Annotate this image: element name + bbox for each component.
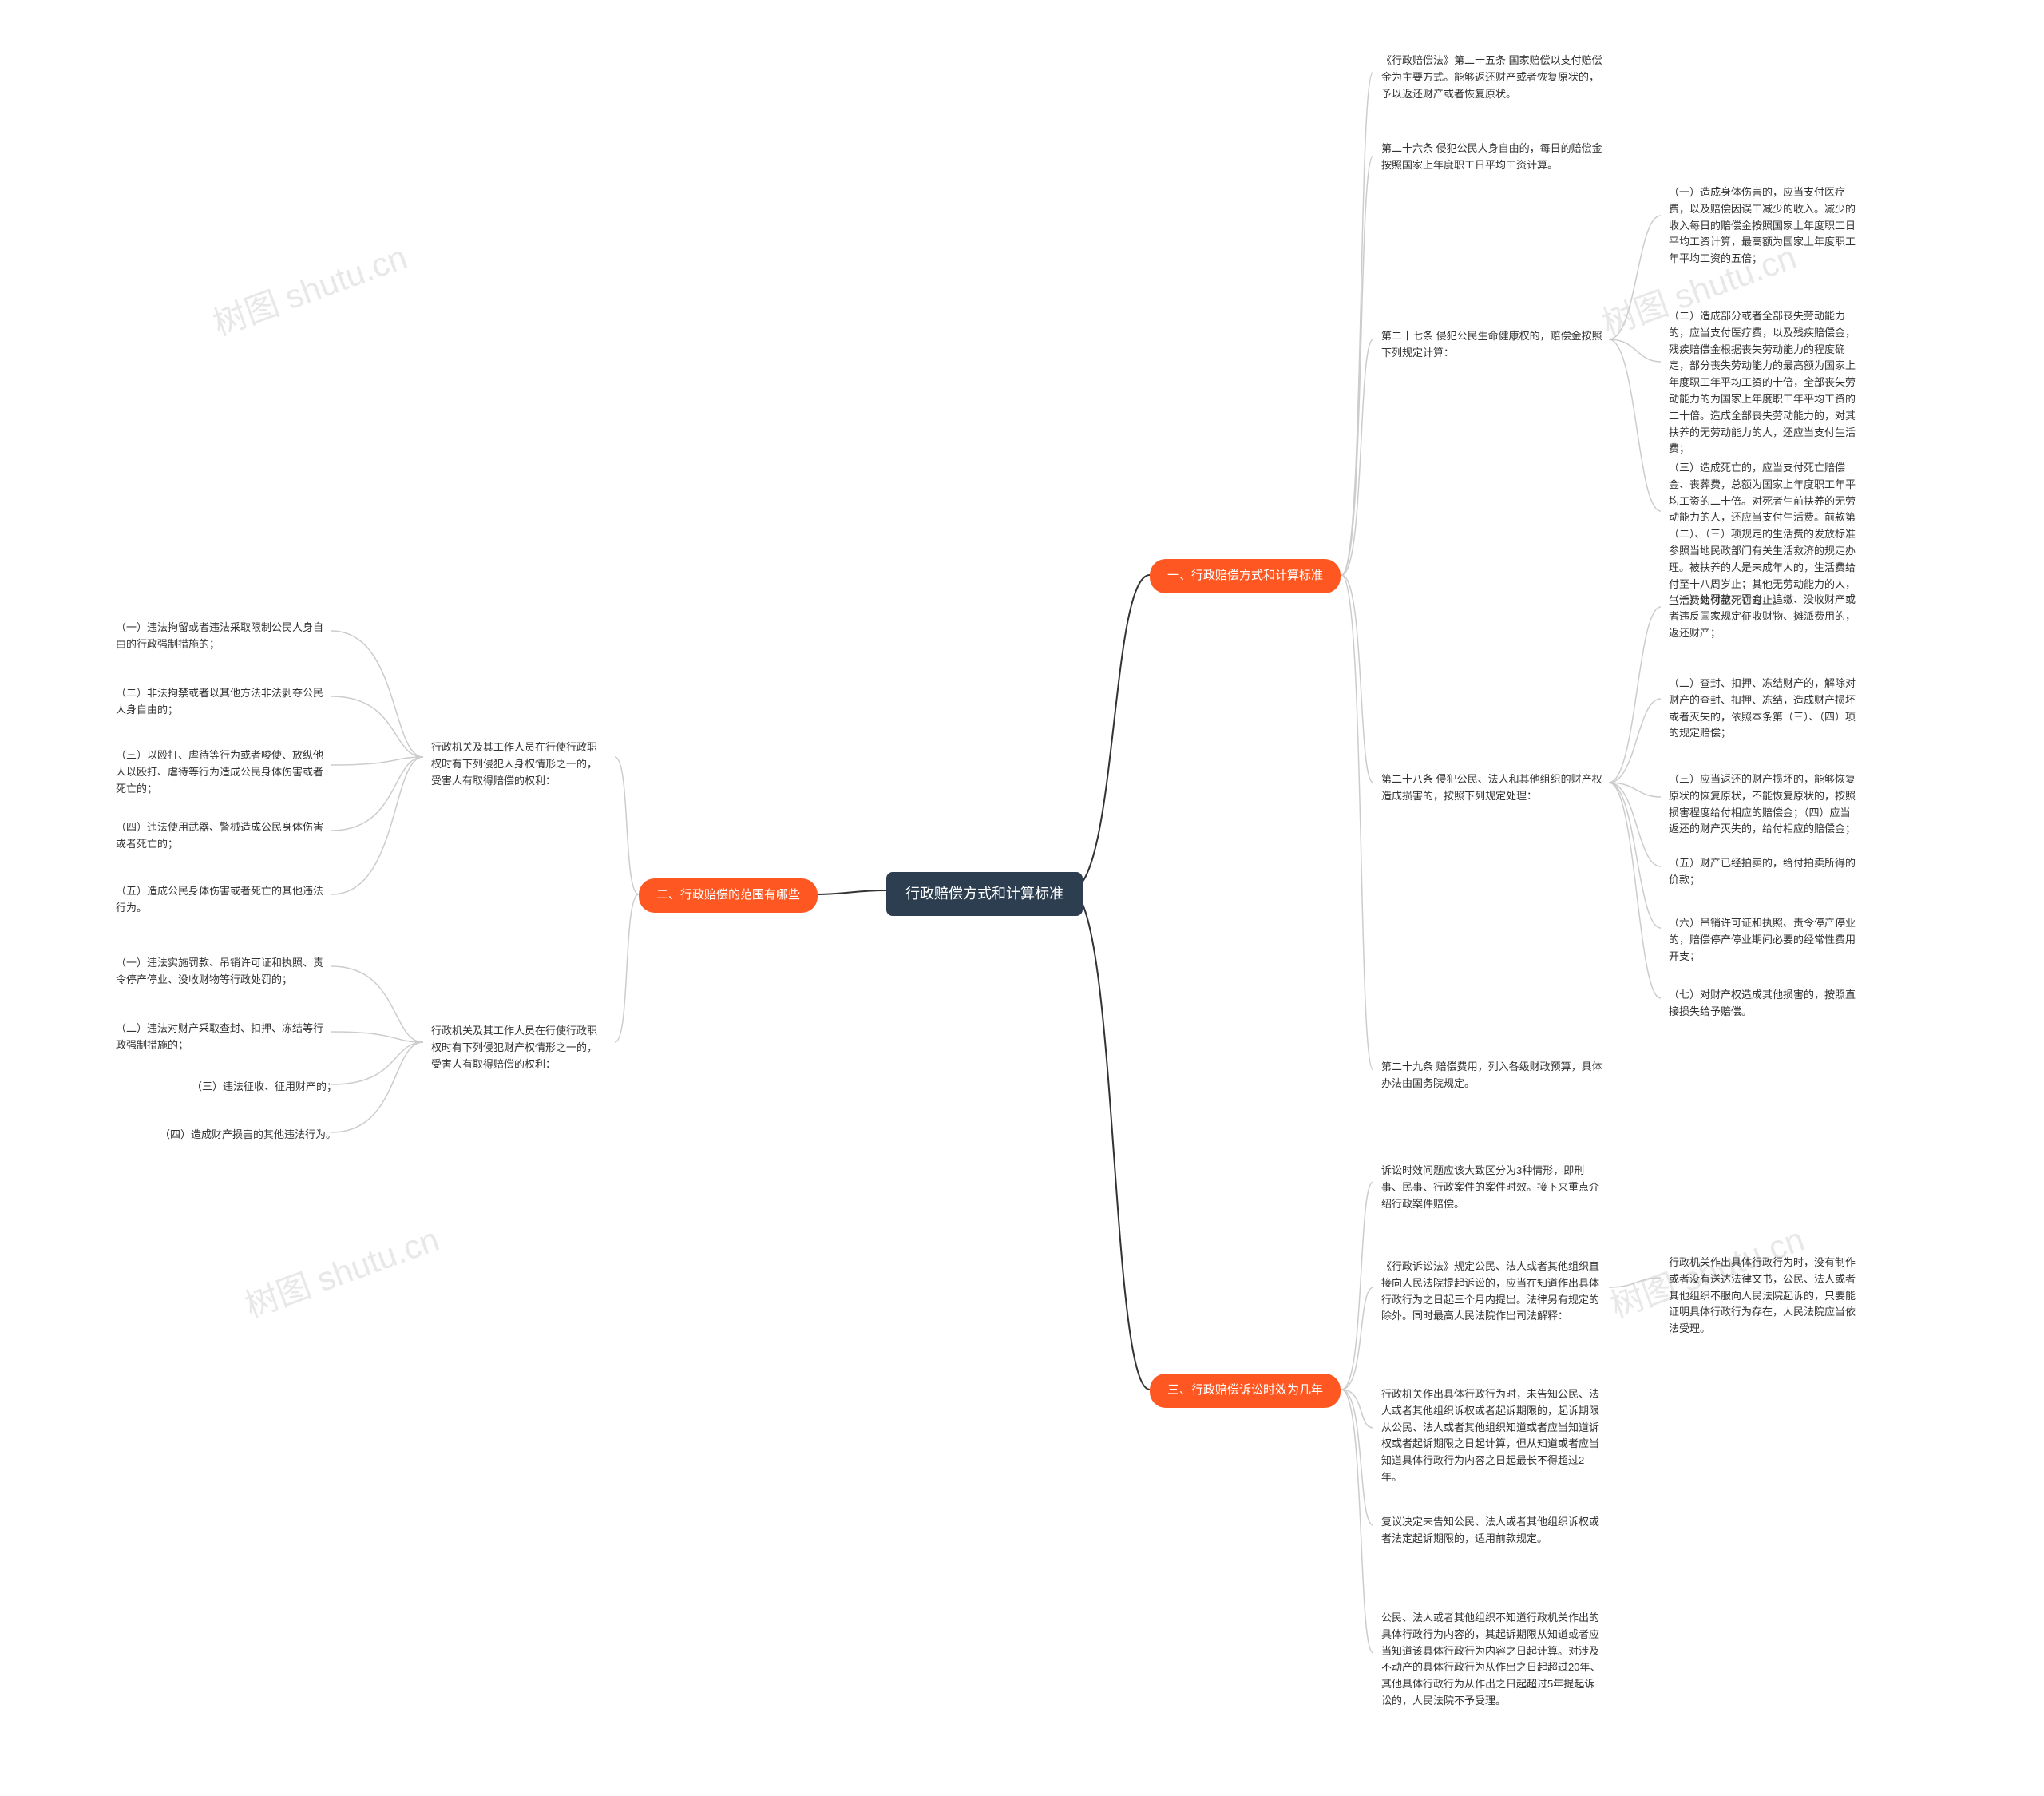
leaf-b1c4d: （五）财产已经拍卖的，给付拍卖所得的价款；	[1661, 850, 1868, 894]
watermark: 树图 shutu.cn	[205, 230, 413, 345]
leaf-b2c1a: （一）违法拘留或者违法采取限制公民人身自由的行政强制措施的；	[108, 615, 331, 658]
leaf-b3c3: 行政机关作出具体行政行为时，未告知公民、法人或者其他组织诉权或者起诉期限的，起诉…	[1373, 1382, 1613, 1491]
leaf-b2c2b: （二）违法对财产采取查封、扣押、冻结等行政强制措施的；	[108, 1016, 331, 1059]
leaf-b3c4: 复议决定未告知公民、法人或者其他组织诉权或者法定起诉期限的，适用前款规定。	[1373, 1509, 1613, 1552]
leaf-b2c1c: （三）以殴打、虐待等行为或者唆使、放纵他人以殴打、虐待等行为造成公民身体伤害或者…	[108, 743, 331, 802]
leaf-b1c4: 第二十八条 侵犯公民、法人和其他组织的财产权造成损害的，按照下列规定处理：	[1373, 767, 1613, 810]
leaf-b1c5: 第二十九条 赔偿费用，列入各级财政预算，具体办法由国务院规定。	[1373, 1054, 1613, 1097]
leaf-b2c1b: （二）非法拘禁或者以其他方法非法剥夺公民人身自由的；	[108, 680, 331, 724]
leaf-b3c1: 诉讼时效问题应该大致区分为3种情形，即刑事、民事、行政案件的案件时效。接下来重点…	[1373, 1158, 1613, 1217]
leaf-b3c5: 公民、法人或者其他组织不知道行政机关作出的具体行政行为内容的，其起诉期限从知道或…	[1373, 1605, 1613, 1715]
leaf-b1c2: 第二十六条 侵犯公民人身自由的，每日的赔偿金按照国家上年度职工日平均工资计算。	[1373, 136, 1613, 179]
leaf-b1c4c: （三）应当返还的财产损坏的，能够恢复原状的恢复原状，不能恢复原状的，按照损害程度…	[1661, 767, 1868, 842]
center-node: 行政赔偿方式和计算标准	[886, 872, 1083, 916]
leaf-b2c1d: （四）违法使用武器、警械造成公民身体伤害或者死亡的；	[108, 815, 331, 858]
leaf-b1c4a: （一）处罚款、罚金、追缴、没收财产或者违反国家规定征收财物、摊派费用的，返还财产…	[1661, 587, 1868, 646]
watermark: 树图 shutu.cn	[237, 1212, 445, 1327]
leaf-b3c2a: 行政机关作出具体行政行为时，没有制作或者没有送达法律文书，公民、法人或者其他组织…	[1661, 1250, 1868, 1342]
leaf-b2c2c: （三）违法征收、征用财产的；	[184, 1074, 345, 1100]
leaf-b2c2: 行政机关及其工作人员在行使行政职权时有下列侵犯财产权情形之一的，受害人有取得赔偿…	[423, 1018, 615, 1077]
branch-2: 二、行政赔偿的范围有哪些	[639, 878, 818, 913]
leaf-b1c1: 《行政赔偿法》第二十五条 国家赔偿以支付赔偿金为主要方式。能够返还财产或者恢复原…	[1373, 48, 1613, 107]
leaf-b1c3: 第二十七条 侵犯公民生命健康权的，赔偿金按照下列规定计算：	[1373, 323, 1613, 367]
leaf-b2c2d: （四）造成财产损害的其他违法行为。	[152, 1122, 344, 1148]
leaf-b1c3a: （一）造成身体伤害的，应当支付医疗费，以及赔偿因误工减少的收入。减少的收入每日的…	[1661, 180, 1868, 272]
leaf-b2c2a: （一）违法实施罚款、吊销许可证和执照、责令停产停业、没收财物等行政处罚的；	[108, 950, 331, 993]
leaf-b3c2: 《行政诉讼法》规定公民、法人或者其他组织直接向人民法院提起诉讼的，应当在知道作出…	[1373, 1254, 1613, 1330]
branch-1: 一、行政赔偿方式和计算标准	[1150, 559, 1341, 593]
leaf-b2c1e: （五）造成公民身体伤害或者死亡的其他违法行为。	[108, 878, 331, 922]
leaf-b1c4e: （六）吊销许可证和执照、责令停产停业的，赔偿停产停业期间必要的经常性费用开支；	[1661, 910, 1868, 969]
branch-3: 三、行政赔偿诉讼时效为几年	[1150, 1374, 1341, 1408]
leaf-b1c4b: （二）查封、扣押、冻结财产的，解除对财产的查封、扣押、冻结，造成财产损坏或者灭失…	[1661, 671, 1868, 747]
leaf-b2c1: 行政机关及其工作人员在行使行政职权时有下列侵犯人身权情形之一的，受害人有取得赔偿…	[423, 735, 615, 794]
leaf-b1c3b: （二）造成部分或者全部丧失劳动能力的，应当支付医疗费，以及残疾赔偿金，残疾赔偿金…	[1661, 303, 1868, 462]
leaf-b1c4f: （七）对财产权造成其他损害的，按照直接损失给予赔偿。	[1661, 982, 1868, 1025]
